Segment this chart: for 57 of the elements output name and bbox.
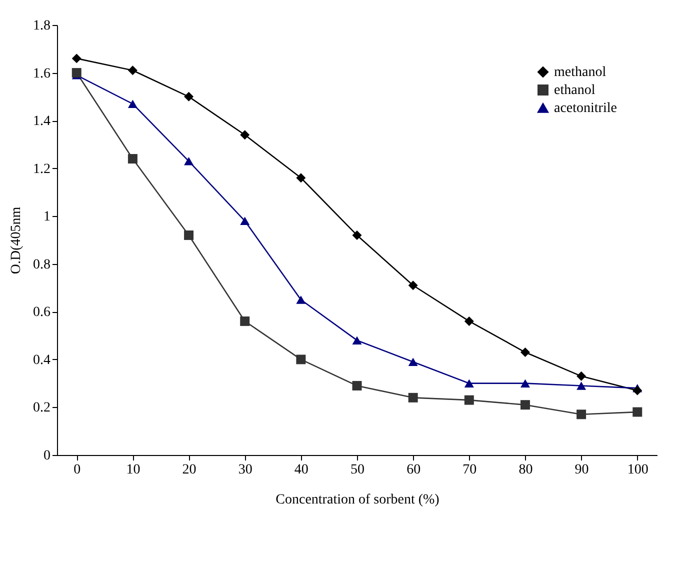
y-tick-label: 0.6 bbox=[33, 305, 50, 320]
point bbox=[72, 68, 82, 78]
point bbox=[296, 354, 306, 364]
point bbox=[240, 130, 250, 140]
x-axis-title: Concentration of sorbent (%) bbox=[276, 492, 440, 508]
point bbox=[520, 348, 530, 358]
x-tick-label: 70 bbox=[462, 462, 477, 478]
y-tick-label: 1 bbox=[44, 210, 50, 225]
x-tick-label: 60 bbox=[406, 462, 421, 478]
point bbox=[520, 400, 530, 410]
point bbox=[464, 316, 474, 326]
point bbox=[576, 410, 586, 420]
x-tick-label: 30 bbox=[238, 462, 252, 478]
x-tick-label: 100 bbox=[627, 462, 648, 478]
y-tick-label: 1.6 bbox=[33, 66, 50, 82]
legend-label: methanol bbox=[554, 65, 606, 80]
point bbox=[464, 395, 474, 405]
point bbox=[240, 316, 250, 326]
y-tick-label: 0.8 bbox=[33, 257, 50, 272]
x-tick-label: 90 bbox=[574, 462, 589, 478]
point bbox=[184, 92, 194, 102]
y-tick-label: 0.2 bbox=[33, 400, 50, 416]
point bbox=[296, 173, 306, 183]
point bbox=[128, 100, 138, 108]
x-tick-label: 0 bbox=[74, 462, 81, 478]
point bbox=[408, 358, 418, 366]
legend-label: acetonitrile bbox=[554, 101, 617, 116]
y-axis-title: O.D(405nm bbox=[9, 206, 24, 274]
y-tick-label: 1.2 bbox=[33, 162, 50, 177]
x-tick-label: 50 bbox=[350, 462, 364, 478]
y-tick-label: 1.8 bbox=[33, 18, 50, 34]
point bbox=[576, 382, 586, 390]
point bbox=[632, 407, 642, 417]
point bbox=[464, 379, 474, 388]
x-tick-label: 80 bbox=[518, 462, 533, 478]
point bbox=[352, 336, 362, 344]
point bbox=[240, 216, 250, 225]
point bbox=[184, 157, 194, 166]
point bbox=[352, 230, 362, 240]
point bbox=[352, 380, 362, 390]
point bbox=[72, 54, 82, 64]
x-tick-label: 10 bbox=[126, 462, 140, 478]
y-tick-label: 0.4 bbox=[33, 352, 50, 368]
point bbox=[296, 296, 306, 304]
point bbox=[408, 392, 418, 402]
legend-label: ethanol bbox=[554, 83, 596, 98]
point bbox=[128, 66, 138, 76]
point bbox=[576, 371, 586, 381]
x-tick-label: 40 bbox=[294, 462, 308, 478]
point bbox=[408, 280, 418, 290]
y-tick-label: 1.4 bbox=[33, 114, 50, 130]
point bbox=[128, 154, 138, 164]
point bbox=[520, 379, 530, 388]
x-tick-label: 20 bbox=[182, 462, 196, 478]
point bbox=[184, 230, 194, 240]
y-tick-label: 0 bbox=[44, 448, 50, 464]
point bbox=[632, 386, 642, 396]
